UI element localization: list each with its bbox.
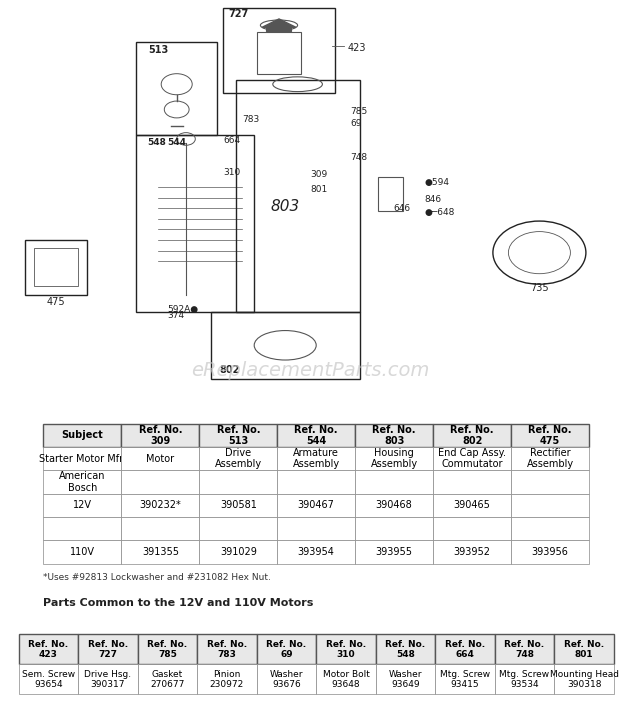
Text: ●─648: ●─648: [425, 208, 455, 217]
Bar: [25, 240, 87, 295]
Text: 544: 544: [167, 138, 186, 147]
Bar: [211, 311, 360, 379]
Text: 374: 374: [167, 311, 185, 320]
Text: 735: 735: [530, 282, 549, 293]
Text: ●594: ●594: [425, 179, 450, 187]
Text: 748: 748: [350, 153, 368, 162]
FancyArrow shape: [262, 19, 296, 31]
Text: 801: 801: [310, 184, 327, 194]
Text: eReplacementParts.com: eReplacementParts.com: [191, 361, 429, 380]
Text: 548: 548: [148, 138, 166, 147]
Text: 646: 646: [394, 203, 411, 213]
Bar: [223, 9, 335, 93]
Text: 475: 475: [46, 297, 65, 307]
Text: 803: 803: [270, 198, 300, 213]
Text: 423: 423: [347, 43, 366, 52]
Text: Parts Common to the 12V and 110V Motors: Parts Common to the 12V and 110V Motors: [43, 597, 314, 608]
Bar: [136, 135, 254, 311]
Text: 309: 309: [310, 170, 327, 179]
Text: 802: 802: [219, 364, 239, 375]
Text: *Uses #92813 Lockwasher and #231082 Hex Nut.: *Uses #92813 Lockwasher and #231082 Hex …: [43, 573, 272, 582]
Bar: [34, 248, 78, 286]
Bar: [236, 80, 360, 311]
Text: 310: 310: [223, 168, 241, 176]
Text: 783: 783: [242, 115, 259, 124]
Text: 664: 664: [223, 136, 241, 145]
Text: 592A●: 592A●: [167, 305, 198, 314]
Bar: [136, 42, 217, 135]
Bar: [378, 177, 403, 211]
Text: 513: 513: [148, 44, 168, 54]
Text: 69: 69: [350, 119, 362, 129]
Text: 785: 785: [350, 107, 368, 115]
Bar: [257, 32, 301, 74]
Text: 846: 846: [425, 195, 442, 204]
Text: 727: 727: [229, 9, 249, 19]
